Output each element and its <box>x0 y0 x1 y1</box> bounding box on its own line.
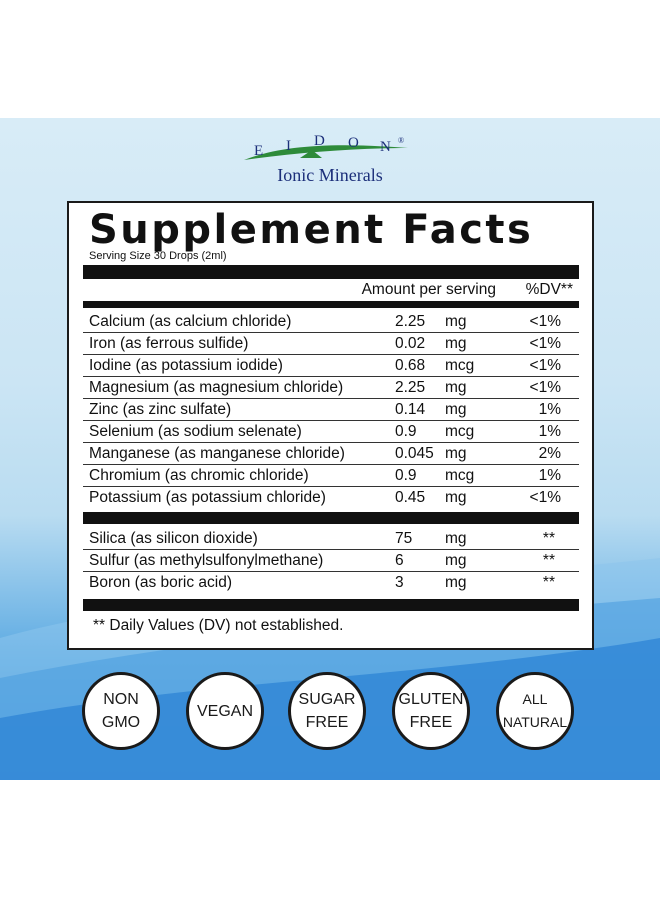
table-row: Sulfur (as methylsulfonylmethane) 6 mg *… <box>83 550 579 572</box>
nutrient-unit: mcg <box>445 422 475 440</box>
sugar-free-badge: SUGAR FREE <box>288 672 366 750</box>
nutrient-dv: 1% <box>538 422 561 440</box>
non-gmo-badge: NON GMO <box>82 672 160 750</box>
nutrient-unit: mg <box>445 551 467 569</box>
nutrient-name: Manganese (as manganese chloride) <box>89 444 345 462</box>
nutrient-name: Boron (as boric acid) <box>89 573 233 591</box>
table-row: Magnesium (as magnesium chloride) 2.25 m… <box>83 377 579 399</box>
nutrient-qty: 3 <box>395 573 404 591</box>
nutrient-dv: <1% <box>529 378 561 396</box>
divider-bar <box>83 599 579 611</box>
badge-line: FREE <box>305 714 349 731</box>
nutrient-name: Silica (as silicon dioxide) <box>89 529 258 547</box>
amount-header: Amount per serving <box>361 281 496 298</box>
nutrient-unit: mcg <box>445 466 475 484</box>
nutrient-name: Magnesium (as magnesium chloride) <box>89 378 344 396</box>
table-row: Silica (as silicon dioxide) 75 mg ** <box>83 528 579 550</box>
serving-size: Serving Size 30 Drops (2ml) <box>89 250 227 262</box>
nutrient-dv: <1% <box>529 356 561 374</box>
badge-line: NATURAL <box>502 714 568 730</box>
nutrient-name: Selenium (as sodium selenate) <box>89 422 302 440</box>
table-row: Iodine (as potassium iodide) 0.68 mcg <1… <box>83 355 579 377</box>
nutrient-qty: 0.02 <box>395 334 426 352</box>
nutrient-name: Sulfur (as methylsulfonylmethane) <box>89 551 324 569</box>
registered-mark: ® <box>398 136 405 145</box>
badge-line: FREE <box>409 714 453 731</box>
logo-letter: O <box>348 135 359 151</box>
nutrient-dv: ** <box>542 573 555 591</box>
nutrient-unit: mg <box>445 378 467 396</box>
table-row: Zinc (as zinc sulfate) 0.14 mg 1% <box>83 399 579 421</box>
nutrient-dv: 1% <box>538 400 561 418</box>
nutrient-qty: 75 <box>395 529 413 547</box>
nutrient-dv: 2% <box>538 444 561 462</box>
nutrient-qty: 2.25 <box>395 312 426 330</box>
logo-letter: D <box>314 133 325 149</box>
badge-line: SUGAR <box>298 691 356 708</box>
logo-letter: N <box>380 139 391 155</box>
nutrient-name: Potassium (as potassium chloride) <box>89 488 326 506</box>
table-row: Selenium (as sodium selenate) 0.9 mcg 1% <box>83 421 579 443</box>
nutrient-name: Iodine (as potassium iodide) <box>89 356 283 374</box>
dv-header: %DV** <box>525 281 573 298</box>
nutrient-unit: mg <box>445 444 467 462</box>
nutrient-name: Calcium (as calcium chloride) <box>89 312 292 330</box>
nutrient-unit: mg <box>445 312 467 330</box>
badge-row: NON GMO VEGAN SUGAR FREE GLUTEN FREE ALL NAT… <box>82 672 582 754</box>
nutrient-dv: 1% <box>538 466 561 484</box>
nutrient-name: Zinc (as zinc sulfate) <box>89 400 232 418</box>
table-row: Iron (as ferrous sulfide) 0.02 mg <1% <box>83 333 579 355</box>
nutrient-unit: mg <box>445 573 467 591</box>
brand-subtitle: Ionic Minerals <box>277 165 383 185</box>
nutrient-qty: 2.25 <box>395 378 426 396</box>
all-natural-badge: ALL NATURAL <box>496 672 574 750</box>
badge-line: NON <box>103 691 139 708</box>
nutrient-dv: <1% <box>529 488 561 506</box>
nutrient-dv: ** <box>542 551 555 569</box>
nutrient-unit: mg <box>445 529 467 547</box>
table-row: Chromium (as chromic chloride) 0.9 mcg 1… <box>83 465 579 487</box>
badge-line: ALL <box>522 691 548 707</box>
table-row: Potassium (as potassium chloride) 0.45 m… <box>83 487 579 508</box>
other-ingredients-list: Silica (as silicon dioxide) 75 mg ** Sul… <box>83 524 579 599</box>
nutrient-qty: 0.14 <box>395 400 426 418</box>
nutrient-qty: 0.45 <box>395 488 426 506</box>
logo-letter: E <box>254 143 264 159</box>
supplement-facts: Supplement Facts Serving Size 30 Drops (… <box>83 206 579 635</box>
table-row: Calcium (as calcium chloride) 2.25 mg <1… <box>83 311 579 333</box>
nutrient-name: Chromium (as chromic chloride) <box>89 466 309 484</box>
vegan-badge: VEGAN <box>186 672 264 750</box>
nutrient-unit: mg <box>445 334 467 352</box>
gluten-free-badge: GLUTEN FREE <box>392 672 470 750</box>
badge-line: VEGAN <box>196 702 253 720</box>
logo-swoosh <box>244 145 408 160</box>
nutrient-qty: 0.9 <box>395 422 417 440</box>
badge-line: GMO <box>101 714 141 731</box>
minerals-list: Calcium (as calcium chloride) 2.25 mg <1… <box>83 308 579 512</box>
dv-footnote: ** Daily Values (DV) not established. <box>93 617 344 634</box>
nutrient-dv: <1% <box>529 312 561 330</box>
divider-bar <box>83 512 579 524</box>
nutrient-qty: 0.045 <box>395 444 434 462</box>
table-row: Boron (as boric acid) 3 mg ** <box>83 572 579 593</box>
nutrient-name: Iron (as ferrous sulfide) <box>89 334 249 352</box>
nutrient-dv: ** <box>542 529 555 547</box>
nutrient-qty: 0.9 <box>395 466 417 484</box>
nutrient-unit: mg <box>445 400 467 418</box>
logo-letter: I <box>286 138 291 154</box>
nutrient-qty: 0.68 <box>395 356 426 374</box>
nutrient-unit: mg <box>445 488 467 506</box>
facts-title: Supplement Facts <box>89 207 534 253</box>
divider-bar <box>83 265 579 279</box>
table-row: Manganese (as manganese chloride) 0.045 … <box>83 443 579 465</box>
column-header: Amount per serving %DV** <box>83 279 579 308</box>
badge-line: GLUTEN <box>398 691 464 708</box>
nutrient-dv: <1% <box>529 334 561 352</box>
nutrient-unit: mcg <box>445 356 475 374</box>
nutrient-qty: 6 <box>395 551 404 569</box>
